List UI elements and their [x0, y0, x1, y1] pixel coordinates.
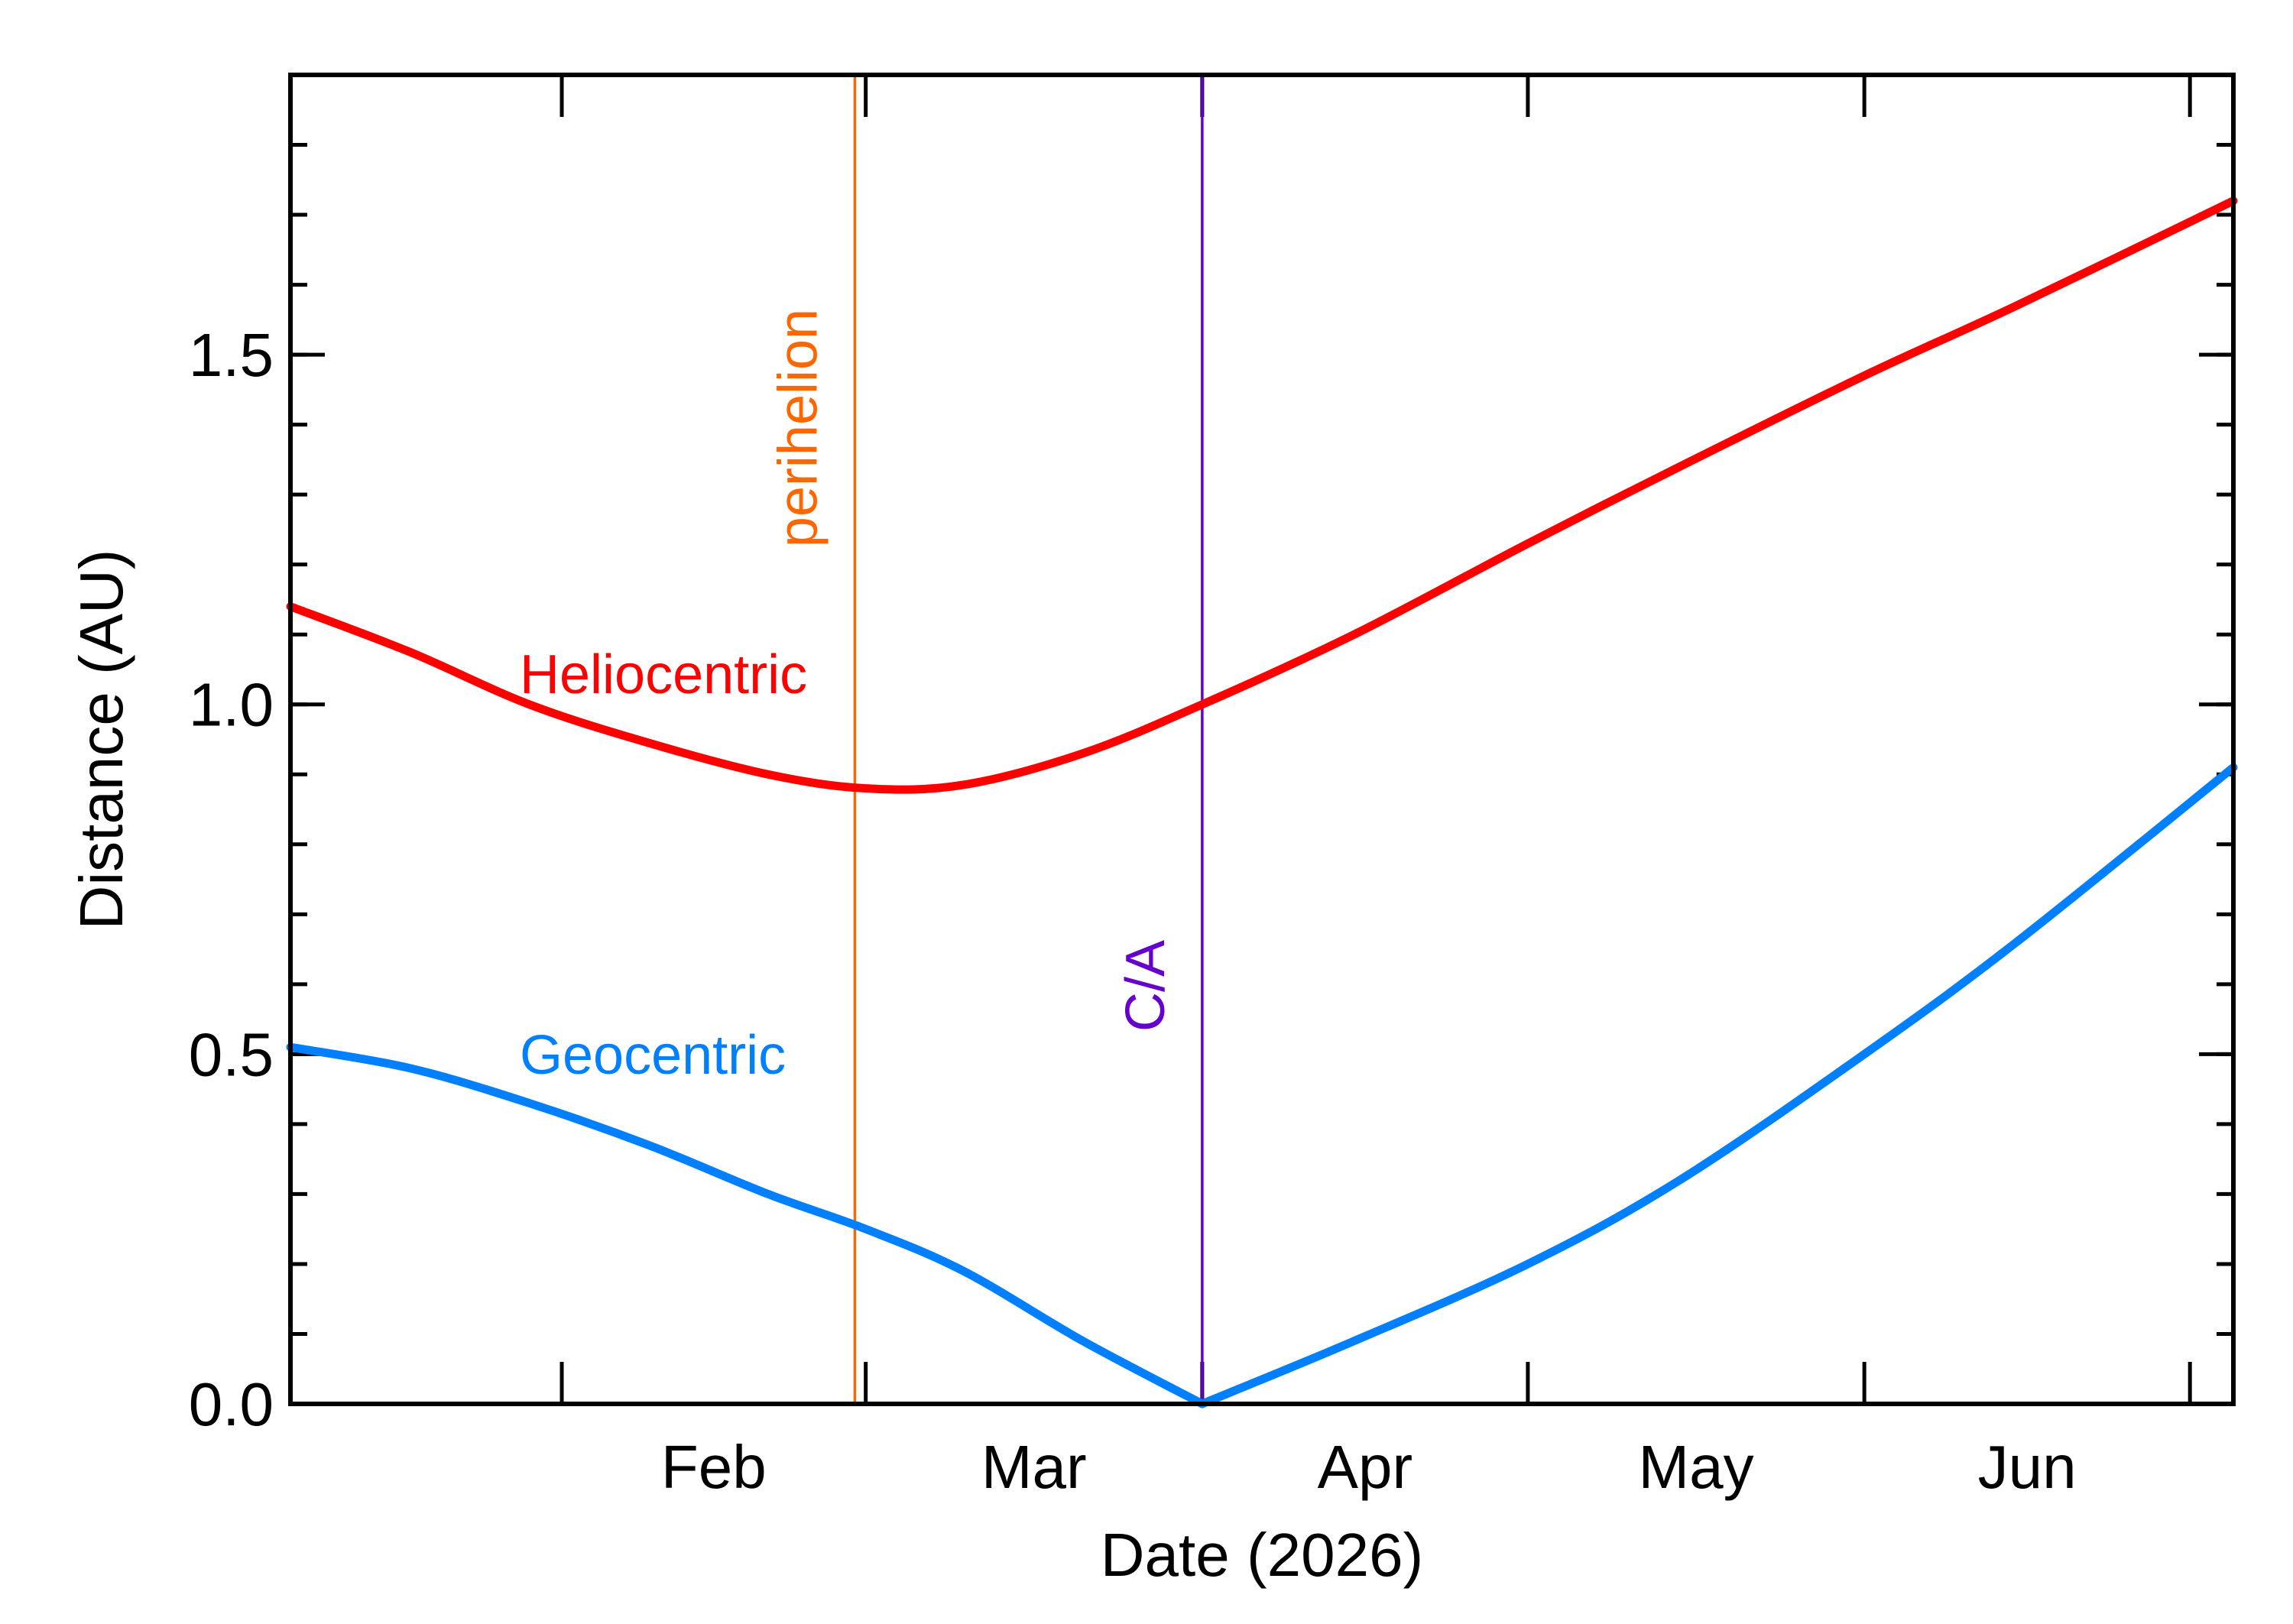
- geocentric-label: Geocentric: [520, 1025, 786, 1086]
- y-axis-title: Distance (AU): [67, 549, 135, 930]
- event-markers: perihelion C/A: [767, 75, 1204, 1404]
- x-tick-label: Jun: [1978, 1433, 2077, 1501]
- geocentric-line: [1198, 763, 2238, 1408]
- x-tick-label: Apr: [1318, 1433, 1413, 1501]
- x-axis-title: Date (2026): [1101, 1521, 1423, 1589]
- x-tick-label: Mar: [981, 1433, 1087, 1501]
- heliocentric-line: [286, 196, 2238, 794]
- data-series: Heliocentric Geocentric: [286, 196, 2238, 1408]
- closest-approach-label: C/A: [1115, 940, 1176, 1032]
- minor-ticks: [290, 73, 2233, 1406]
- x-tick-label: May: [1638, 1433, 1753, 1501]
- tick-marks: [290, 75, 2233, 1406]
- y-tick-label: 0.5: [189, 1020, 274, 1088]
- perihelion-label: perihelion: [767, 309, 829, 547]
- x-tick-label: Feb: [661, 1433, 767, 1501]
- y-tick-label: 0.0: [189, 1370, 274, 1438]
- geocentric-line: [286, 1042, 1207, 1408]
- heliocentric-label: Heliocentric: [520, 644, 807, 705]
- y-tick-label: 1.5: [189, 321, 274, 389]
- y-tick-label: 1.0: [189, 671, 274, 739]
- plot-frame: [288, 73, 2236, 1406]
- tick-labels: 0.0 0.5 1.0 1.5 Feb Mar Apr May Jun: [189, 321, 2077, 1501]
